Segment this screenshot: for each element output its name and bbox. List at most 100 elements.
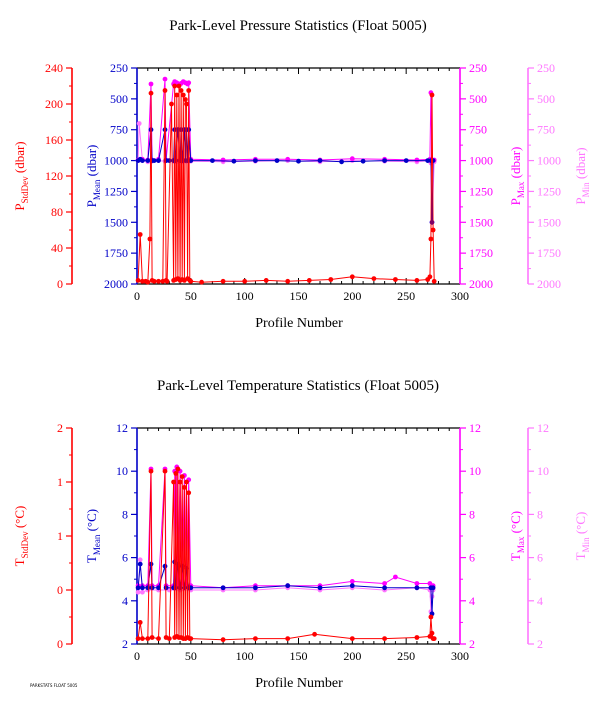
pressure-mean-point: [151, 158, 157, 164]
pressure-max-axis-label-unit: (dbar): [508, 147, 523, 182]
pressure-stddev-point: [306, 278, 312, 283]
pressure-max-axis-label-subscript: Max: [516, 181, 526, 198]
temperature-stddev-axis-label: TStdDev (°C): [12, 506, 30, 567]
pressure-stddev-point: [393, 277, 398, 282]
pressure-x-tick-label: 50: [185, 289, 197, 303]
temperature-mean-tick-label: 8: [122, 507, 128, 521]
pressure-stddev-point: [188, 278, 194, 284]
temperature-stddev-axis-label-subscript: StdDev: [20, 531, 30, 559]
pressure-stddev-point: [164, 278, 170, 284]
pressure-max-point: [186, 80, 192, 86]
pressure-stddev-point: [183, 97, 188, 102]
pressure-mean-point: [253, 158, 258, 164]
pressure-x-tick-label: 300: [451, 289, 469, 303]
temperature-x-axis-label: Profile Number: [255, 676, 343, 691]
pressure-mean-point: [429, 219, 435, 225]
temperature-max-axis-label-symbol: T: [508, 553, 523, 561]
pressure-min-tick-label: 1000: [537, 154, 561, 168]
pressure-stddev-point: [414, 278, 420, 283]
pressure-stddev-point: [349, 274, 355, 280]
temperature-mean-point: [156, 585, 161, 591]
pressure-x-tick-label: 150: [290, 289, 308, 303]
temperature-mean-point: [285, 583, 291, 589]
pressure-stddev-axis-label-unit: (dbar): [12, 141, 27, 176]
temperature-mean-tick-label: 6: [122, 551, 128, 565]
temperature-x-tick-label: 250: [397, 649, 415, 663]
temperature-stddev-point: [156, 636, 161, 641]
pressure-stddev-point: [151, 278, 157, 284]
pressure-max-tick-label: 750: [469, 123, 487, 137]
temperature-stddev-point: [431, 636, 437, 641]
pressure-stddev-tick-label: 160: [45, 133, 63, 147]
temperature-stddev-point: [171, 479, 177, 485]
footer-tag: PARKSTATS FLOAT 5005: [30, 683, 78, 688]
temperature-mean-point: [145, 585, 151, 591]
pressure-mean-tick-label: 750: [110, 123, 128, 137]
pressure-max-tick-label: 1750: [469, 246, 493, 260]
temperature-max-point: [349, 579, 355, 584]
pressure-max-tick-label: 500: [469, 92, 487, 106]
pressure-x-tick-label: 200: [343, 289, 361, 303]
temperature-stddev-axis-label-symbol: T: [12, 558, 27, 566]
pressure-stddev-point: [176, 83, 182, 89]
temperature-mean-point: [317, 585, 323, 591]
pressure-mean-axis-label-unit: (dbar): [84, 145, 99, 180]
pressure-stddev-point: [162, 88, 168, 93]
temperature-x-tick-label: 50: [185, 649, 197, 663]
temperature-stddev-tick-label: 1: [57, 475, 63, 489]
pressure-min-tick-label: 1750: [537, 246, 561, 260]
pressure-mean-point: [166, 158, 172, 164]
temperature-min-point: [429, 594, 435, 599]
temperature-stddev-point: [145, 636, 151, 641]
temperature-stddev-point: [162, 468, 168, 474]
temperature-max-axis-label-unit: (°C): [508, 511, 523, 537]
temperature-mean-axis-label-symbol: T: [84, 555, 99, 563]
temperature-mean-point: [220, 585, 226, 591]
pressure-min-tick-label: 500: [537, 92, 555, 106]
pressure-stddev-tick-label: 0: [57, 277, 63, 291]
pressure-stddev-point: [263, 278, 269, 283]
pressure-max-point: [162, 76, 168, 82]
pressure-max-tick-label: 250: [469, 61, 487, 75]
temperature-stddev-point: [253, 636, 258, 641]
pressure-stddev-point: [199, 279, 205, 285]
temperature-stddev-tick-label: 2: [57, 421, 63, 435]
temperature-mean-point: [349, 583, 355, 589]
pressure-x-axis-label: Profile Number: [255, 316, 343, 331]
pressure-stddev-tick-label: 80: [51, 205, 63, 219]
pressure-max-axis-label-symbol: P: [508, 198, 523, 205]
pressure-mean-point: [156, 158, 161, 164]
pressure-min-tick-label: 2000: [537, 277, 561, 291]
temperature-mean-axis-label: TMean (°C): [84, 509, 102, 563]
temperature-min-tick-label: 12: [537, 421, 549, 435]
pressure-mean-point: [360, 158, 366, 164]
pressure-stddev-point: [180, 92, 186, 98]
pressure-min-axis-label-symbol: P: [573, 197, 588, 204]
pressure-stats-panel: Park-Level Pressure Statistics (Float 50…: [12, 18, 591, 331]
temperature-min-tick-label: 8: [537, 507, 543, 521]
temperature-mean-tick-label: 4: [122, 594, 128, 608]
temperature-max-tick-label: 2: [469, 637, 475, 651]
temperature-min-tick-label: 4: [537, 594, 543, 608]
temperature-min-point: [135, 589, 141, 595]
pressure-stddev-point: [285, 278, 291, 284]
temperature-stddev-point: [182, 485, 187, 490]
temperature-min-axis-label-subscript: Min: [581, 537, 591, 553]
pressure-stddev-point: [186, 88, 192, 93]
temperature-stddev-point: [312, 631, 317, 637]
pressure-max-tick-label: 1500: [469, 215, 493, 229]
temperature-mean-tick-label: 12: [116, 421, 128, 435]
pressure-max-point: [220, 157, 226, 163]
pressure-stddev-point: [148, 90, 154, 96]
pressure-stddev-point: [145, 279, 151, 285]
pressure-max-point: [414, 157, 420, 163]
temperature-stddev-point: [220, 637, 226, 643]
pressure-x-tick-label: 0: [134, 289, 140, 303]
pressure-stddev-point: [178, 88, 184, 93]
temperature-stddev-point: [285, 636, 291, 641]
temperature-chart-title: Park-Level Temperature Statistics (Float…: [157, 378, 439, 394]
pressure-max-tick-label: 1000: [469, 154, 493, 168]
temperature-stddev-point: [186, 490, 192, 496]
temperature-x-tick-label: 0: [134, 649, 140, 663]
